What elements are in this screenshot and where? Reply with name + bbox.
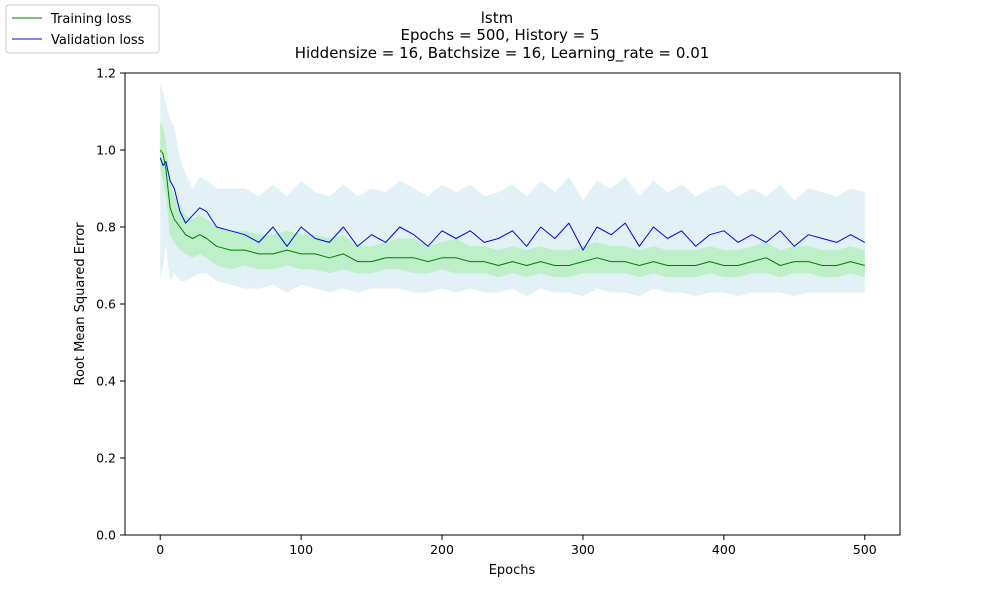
axes-frame: [124, 72, 901, 536]
training-loss-band: [160, 123, 865, 278]
x-axis-label: Epochs: [489, 563, 536, 578]
y-tick-label: 1.0: [96, 143, 116, 158]
y-tick-label: 0.2: [96, 451, 116, 466]
x-tick-label: 0: [156, 542, 164, 557]
x-tick-label: 400: [712, 542, 736, 557]
y-tick-label: 0.4: [96, 374, 116, 389]
y-axis-label: Root Mean Squared Error: [73, 222, 88, 386]
y-tick-label: 1.2: [96, 66, 116, 81]
y-tick-label: 0.0: [96, 528, 116, 543]
x-tick-label: 500: [853, 542, 877, 557]
chart-title-line-2: Epochs = 500, History = 5: [400, 26, 599, 44]
x-tick-label: 300: [571, 542, 595, 557]
x-tick-label: 100: [289, 542, 313, 557]
plot-area: [159, 84, 866, 297]
legend-label-validation: Validation loss: [51, 33, 145, 48]
x-tick-label: 200: [430, 542, 454, 557]
chart-title-line-3: Hiddensize = 16, Batchsize = 16, Learnin…: [295, 44, 710, 63]
y-tick-label: 0.6: [96, 297, 116, 312]
legend-frame: [5, 4, 160, 54]
training-loss-line: [159, 149, 865, 266]
legend: Training loss Validation loss: [5, 4, 160, 54]
validation-loss-band: [160, 84, 865, 297]
validation-loss-line: [159, 157, 866, 251]
chart-title-line-1: lstm: [481, 9, 513, 27]
legend-label-training: Training loss: [50, 12, 132, 27]
axis-ticks: 0 100 200 300 400 500 0.0 0.2 0.4 0.6 0.8 1.0 1.2: [96, 66, 877, 558]
y-tick-label: 0.8: [96, 220, 116, 235]
